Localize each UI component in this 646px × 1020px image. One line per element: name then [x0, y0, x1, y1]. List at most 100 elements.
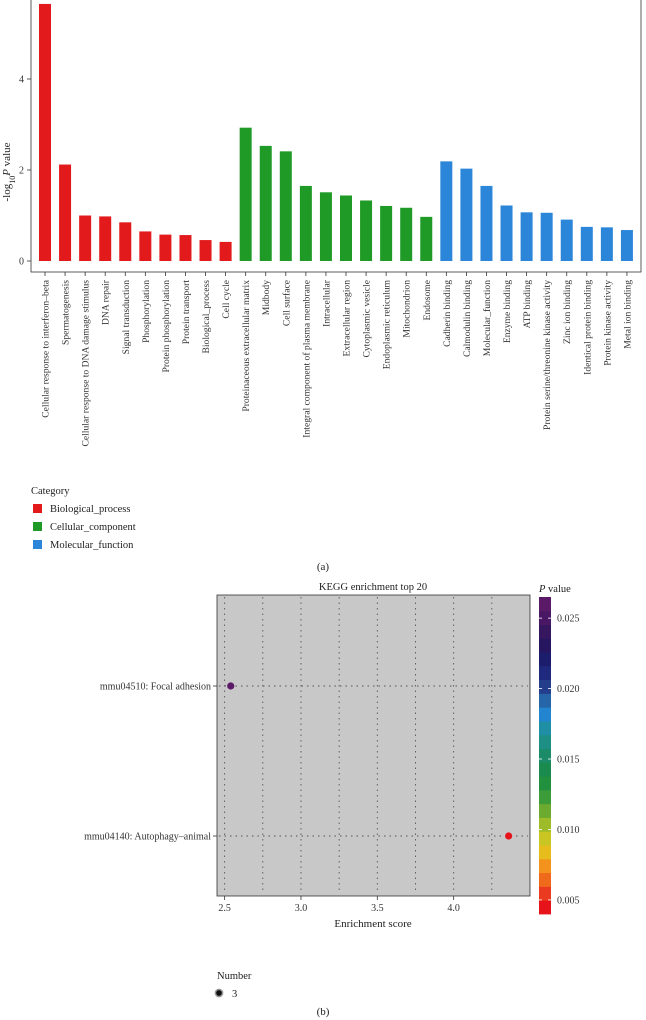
panel-b-gridlines: [219, 597, 528, 894]
panel-a-bar-chart: 0 2 4 Cellular response to interferon–beta…: [1, 0, 642, 573]
bar-cytoplasmic-vesicle: [360, 200, 373, 261]
panel-a-y-axis: 0 2 4: [19, 75, 31, 268]
size-legend-title: Number: [217, 971, 252, 982]
category-label-cell-cycle: Cell cycle: [221, 280, 232, 319]
panel-b-size-legend: Number 3: [214, 971, 252, 1000]
category-label-phosphorylation: Phosphorylation: [141, 280, 152, 343]
bar-biological-process: [199, 240, 212, 261]
category-label-protein-serine-threonine-kinase-activity: Protein serine/threonine kinase activity: [542, 280, 553, 430]
category-label-cadherin-binding: Cadherin binding: [442, 280, 453, 347]
category-label-endoplasmic-reticulum: Endoplasmic reticulum: [382, 279, 393, 369]
panel-b-scatter-chart: KEGG enrichment top 20 2.5 3.0 3.5 4.0 mmu0…: [84, 582, 579, 1018]
bar-protein-kinase-activity: [600, 227, 613, 261]
category-label-protein-transport: Protein transport: [181, 280, 192, 345]
bar-zinc-ion-binding: [560, 219, 573, 261]
category-label-integral-component-of-plasma-membrane: Integral component of plasma membrane: [301, 280, 312, 438]
colorbar-segment: [539, 734, 551, 750]
y-category-label-mmu04510-focal-adhesion: mmu04510: Focal adhesion: [100, 682, 211, 693]
legend-label-cellular-component: Cellular_component: [50, 522, 136, 533]
bar-intracellular: [319, 192, 332, 261]
category-label-endosome: Endosome: [422, 280, 433, 321]
bar-proteinaceous-extracellular-matrix: [239, 127, 252, 261]
legend-swatch-biological-process: [33, 504, 42, 513]
bar-cadherin-binding: [440, 161, 453, 261]
colorbar-segment: [539, 610, 551, 625]
category-label-molecular-function: Molecular_function: [482, 280, 493, 356]
colorbar-ticks: 0.005 0.010 0.015 0.020 0.025: [539, 614, 580, 906]
colorbar-tick-label: 0.005: [557, 895, 580, 906]
bar-cell-surface: [279, 151, 292, 261]
bar-cellular-response-to-dna-damage-stimulus: [79, 215, 92, 261]
legend-label-molecular-function: Molecular_function: [50, 540, 134, 551]
category-label-cytoplasmic-vesicle: Cytoplasmic vesicle: [362, 280, 373, 358]
colorbar-segment: [539, 748, 551, 763]
colorbar-segment: [539, 803, 551, 818]
bar-protein-phosphorylation: [159, 234, 172, 261]
y-tick-label: 0: [19, 257, 24, 268]
bar-extracellular-region: [340, 195, 352, 261]
bar-dna-repair: [99, 216, 112, 261]
panel-b-y-axis: mmu04510: Focal adhesion mmu04140: Autoph…: [84, 682, 217, 843]
panel-b-colorbar: P value 0.005 0.010 0.015 0.020 0.025: [538, 584, 580, 915]
colorbar-segment: [539, 762, 551, 777]
bar-cellular-response-to-interferon-beta: [39, 3, 51, 262]
bar-integral-component-of-plasma-membrane: [299, 185, 312, 261]
panel-b-title: KEGG enrichment top 20: [319, 582, 427, 593]
colorbar-segment: [539, 721, 551, 736]
category-label-extracellular-region: Extracellular region: [342, 280, 353, 357]
colorbar-segment: [539, 872, 551, 887]
category-label-spermatogenesis: Spermatogenesis: [61, 280, 72, 345]
category-label-protein-phosphorylation: Protein phosphorylation: [161, 280, 172, 373]
panel-b-x-axis-title: Enrichment score: [334, 918, 411, 930]
category-label-zinc-ion-binding: Zinc ion binding: [562, 280, 573, 344]
colorbar-segment: [539, 638, 551, 653]
colorbar-segment: [539, 707, 551, 722]
bar-signal-transduction: [119, 222, 132, 261]
bar-protein-serine-threonine-kinase-activity: [540, 212, 553, 261]
colorbar-segment: [539, 776, 551, 791]
category-label-proteinaceous-extracellular-matrix: Proteinaceous extracellular matrix: [241, 280, 252, 412]
colorbar-gradient: [539, 597, 551, 915]
point-mmu04140-autophagy-animal: [505, 832, 513, 840]
colorbar-segment: [539, 624, 551, 639]
colorbar-segment: [539, 831, 551, 846]
panel-b-plot-area: [216, 594, 531, 897]
panel-a-category-labels: Cellular response to interferon–beta Sper…: [41, 272, 633, 447]
colorbar-segment: [539, 900, 551, 915]
category-label-cell-surface: Cell surface: [281, 280, 292, 326]
panel-a-y-axis-title: -log10P value: [1, 142, 17, 201]
category-label-calmodulin-binding: Calmodulin binding: [462, 280, 473, 357]
bar-endosome: [420, 216, 433, 261]
category-label-intracellular: Intracellular: [321, 279, 332, 327]
bar-phosphorylation: [139, 231, 152, 261]
legend-swatch-molecular-function: [33, 540, 42, 549]
panel-a-label: (a): [317, 561, 330, 573]
legend-label-biological-process: Biological_process: [50, 504, 130, 515]
colorbar-tick-label: 0.025: [557, 614, 580, 625]
colorbar-tick-label: 0.010: [557, 825, 580, 836]
panel-a-bars: [39, 3, 633, 262]
size-legend-marker: [214, 988, 224, 998]
point-mmu04510-focal-adhesion: [227, 682, 235, 690]
bar-metal-ion-binding: [620, 230, 633, 261]
x-tick-label: 2.5: [218, 903, 231, 914]
category-label-dna-repair: DNA repair: [101, 279, 112, 325]
category-label-biological-process: Biological_process: [201, 280, 212, 354]
y-tick-label: 2: [19, 166, 24, 177]
bar-cell-cycle: [219, 241, 232, 261]
panel-b-label: (b): [317, 1006, 330, 1018]
colorbar-segment: [539, 693, 551, 708]
category-label-signal-transduction: Signal transduction: [121, 280, 132, 355]
category-label-enzyme-binding: Enzyme binding: [502, 280, 513, 343]
legend-swatch-cellular-component: [33, 522, 42, 531]
x-tick-label: 3.0: [295, 903, 308, 914]
category-label-protein-kinase-activity: Protein kinase activity: [602, 280, 613, 366]
panel-a-legend: Category Biological_process Cellular_com…: [31, 486, 136, 551]
x-tick-label: 3.5: [371, 903, 384, 914]
colorbar-segment: [539, 886, 551, 901]
colorbar-segment: [539, 652, 551, 667]
colorbar-segment: [539, 858, 551, 874]
category-label-cellular-response-to-dna-damage-stimulus: Cellular response to DNA damage stimulus: [81, 280, 92, 447]
category-label-cellular-response-to-interferon-beta: Cellular response to interferon–beta: [41, 279, 52, 417]
